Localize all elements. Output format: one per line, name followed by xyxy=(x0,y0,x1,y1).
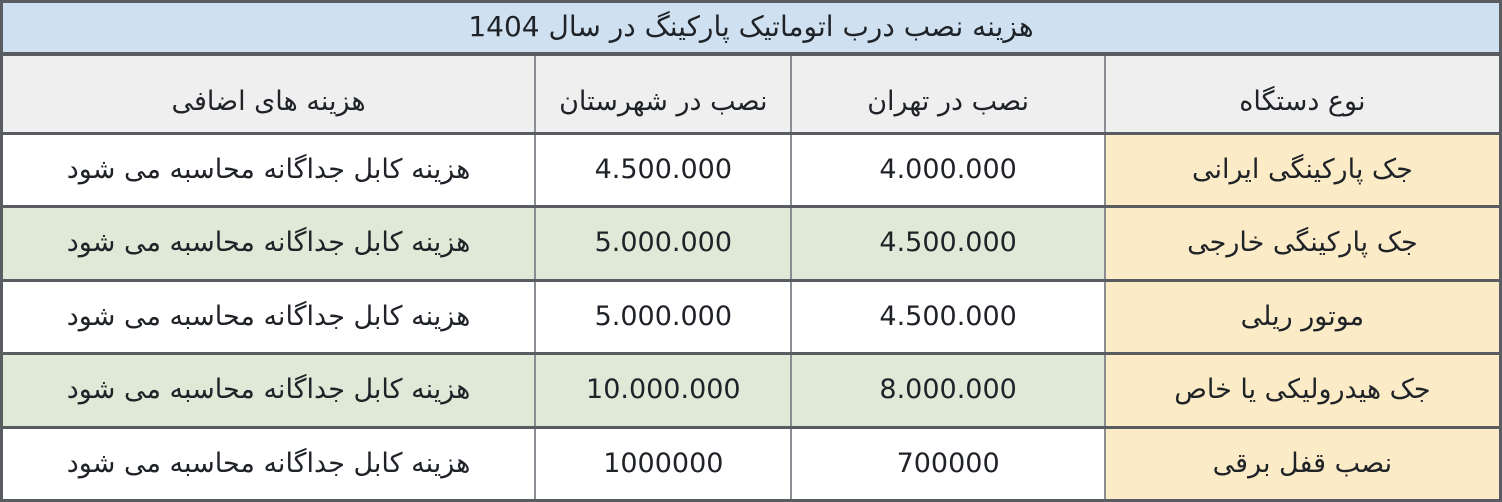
table-row: جک پارکینگی ایرانی 4.000.000 4.500.000 ه… xyxy=(0,131,1502,209)
tehran-price-cell: 700000 xyxy=(790,425,1106,502)
table-title: هزینه نصب درب اتوماتیک پارکینگ در سال 14… xyxy=(0,0,1502,56)
table-title-row: هزینه نصب درب اتوماتیک پارکینگ در سال 14… xyxy=(0,0,1502,56)
extra-cost-cell: هزینه کابل جداگانه محاسبه می شود xyxy=(0,278,537,356)
device-name-cell: نصب قفل برقی xyxy=(1103,425,1502,502)
shahrestan-price-cell: 5.000.000 xyxy=(534,278,793,356)
device-name-cell: جک هیدرولیکی یا خاص xyxy=(1103,352,1502,429)
column-header-install-tehran: نصب در تهران xyxy=(790,52,1106,135)
table-row: نصب قفل برقی 700000 1000000 هزینه کابل ج… xyxy=(0,425,1502,502)
device-name-cell: موتور ریلی xyxy=(1103,278,1502,356)
tehran-price-cell: 4.500.000 xyxy=(790,205,1106,282)
shahrestan-price-cell: 10.000.000 xyxy=(534,352,793,429)
shahrestan-price-cell: 4.500.000 xyxy=(534,131,793,209)
column-header-extra-costs: هزینه های اضافی xyxy=(0,52,537,135)
tehran-price-cell: 8.000.000 xyxy=(790,352,1106,429)
extra-cost-cell: هزینه کابل جداگانه محاسبه می شود xyxy=(0,131,537,209)
extra-cost-cell: هزینه کابل جداگانه محاسبه می شود xyxy=(0,352,537,429)
extra-cost-cell: هزینه کابل جداگانه محاسبه می شود xyxy=(0,425,537,502)
device-name-cell: جک پارکینگی خارجی xyxy=(1103,205,1502,282)
table-row: جک هیدرولیکی یا خاص 8.000.000 10.000.000… xyxy=(0,352,1502,429)
table-header-row: نوع دستگاه نصب در تهران نصب در شهرستان ه… xyxy=(0,52,1502,135)
table-row: جک پارکینگی خارجی 4.500.000 5.000.000 هز… xyxy=(0,205,1502,282)
tehran-price-cell: 4.500.000 xyxy=(790,278,1106,356)
extra-cost-cell: هزینه کابل جداگانه محاسبه می شود xyxy=(0,205,537,282)
shahrestan-price-cell: 1000000 xyxy=(534,425,793,502)
shahrestan-price-cell: 5.000.000 xyxy=(534,205,793,282)
device-name-cell: جک پارکینگی ایرانی xyxy=(1103,131,1502,209)
column-header-install-shahrestan: نصب در شهرستان xyxy=(534,52,793,135)
tehran-price-cell: 4.000.000 xyxy=(790,131,1106,209)
column-header-device-type: نوع دستگاه xyxy=(1103,52,1502,135)
table-row: موتور ریلی 4.500.000 5.000.000 هزینه کاب… xyxy=(0,278,1502,356)
